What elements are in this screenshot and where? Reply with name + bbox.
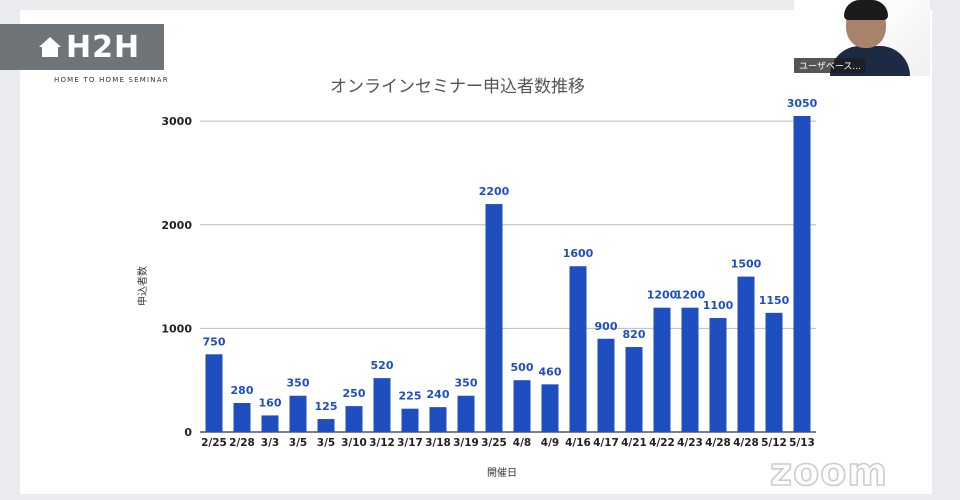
logo-text: H2H [66, 29, 141, 65]
bar-value-label: 460 [539, 365, 562, 378]
bar-12 [513, 380, 531, 432]
bar-17 [653, 307, 671, 432]
participant-hair [844, 0, 888, 20]
bar-value-label: 1500 [731, 258, 762, 271]
bar-value-label: 350 [287, 377, 310, 390]
bar-19 [709, 318, 727, 432]
x-tick-label: 2/28 [229, 437, 255, 449]
x-tick-label: 5/13 [789, 437, 815, 449]
bar-value-label: 2200 [479, 185, 510, 198]
bar-value-label: 520 [371, 359, 394, 372]
x-tick-label: 4/17 [593, 437, 619, 449]
bar-2 [233, 402, 251, 432]
x-tick-label: 3/18 [425, 437, 451, 449]
x-tick-label: 4/16 [565, 437, 591, 449]
x-tick-label: 4/23 [677, 437, 703, 449]
bar-value-label: 250 [343, 387, 366, 400]
bar-5 [317, 419, 335, 432]
x-tick-label: 3/3 [261, 437, 279, 449]
bar-value-label: 125 [315, 400, 338, 413]
x-tick-label: 4/28 [705, 437, 731, 449]
bar-9 [429, 407, 447, 432]
bar-value-label: 1200 [647, 289, 678, 302]
bar-16 [625, 347, 643, 432]
y-tick-label: 2000 [161, 219, 192, 232]
bar-value-label: 240 [427, 388, 450, 401]
x-tick-label: 4/21 [621, 437, 647, 449]
bar-value-label: 900 [595, 320, 618, 333]
x-tick-label: 3/17 [397, 437, 423, 449]
x-tick-label: 3/19 [453, 437, 479, 449]
x-tick-label: 3/5 [317, 437, 335, 449]
bar-18 [681, 307, 699, 432]
bar-3 [261, 415, 279, 432]
y-tick-label: 1000 [161, 322, 192, 335]
participant-name-tag: ユーザベース... [794, 58, 866, 73]
x-tick-label: 4/28 [733, 437, 759, 449]
bar-value-label: 350 [455, 377, 478, 390]
x-tick-label: 2/25 [201, 437, 227, 449]
x-tick-label: 3/5 [289, 437, 307, 449]
bar-value-label: 1600 [563, 247, 594, 260]
bar-value-label: 820 [623, 328, 646, 341]
bar-7 [373, 378, 391, 432]
bar-value-label: 3050 [787, 97, 818, 110]
zoom-watermark: zoom [769, 449, 888, 495]
bar-11 [485, 204, 503, 432]
x-tick-label: 4/8 [513, 437, 531, 449]
bar-22 [793, 116, 811, 432]
x-tick-label: 3/10 [341, 437, 367, 449]
bar-value-label: 1100 [703, 299, 734, 312]
bar-value-label: 225 [399, 390, 422, 403]
bar-value-label: 1150 [759, 294, 790, 307]
bar-13 [541, 384, 559, 432]
y-tick-label: 0 [184, 426, 192, 439]
bar-1 [205, 354, 223, 432]
x-tick-label: 3/12 [369, 437, 395, 449]
bar-20 [737, 276, 755, 432]
logo-subtitle: HOME TO HOME SEMINAR [54, 76, 169, 84]
home-icon [39, 37, 61, 57]
bar-4 [289, 395, 307, 432]
x-axis-label: 開催日 [487, 466, 517, 479]
y-axis-label: 申込者数 [136, 266, 149, 306]
bar-6 [345, 406, 363, 432]
x-tick-label: 5/12 [761, 437, 787, 449]
chart-title: オンラインセミナー申込者数推移 [330, 77, 585, 97]
bar-8 [401, 408, 419, 432]
bar-value-label: 160 [259, 396, 282, 409]
x-tick-label: 3/25 [481, 437, 507, 449]
x-tick-label: 4/22 [649, 437, 675, 449]
bar-14 [569, 266, 587, 432]
h2h-logo: H2H [0, 24, 164, 70]
bar-15 [597, 338, 615, 432]
bar-value-label: 500 [511, 361, 534, 374]
bar-value-label: 750 [203, 335, 226, 348]
bar-21 [765, 312, 783, 432]
participant-video-tile[interactable]: ユーザベース... [794, 0, 930, 76]
bar-value-label: 1200 [675, 289, 706, 302]
bar-value-label: 280 [231, 384, 254, 397]
bar-10 [457, 395, 475, 432]
x-tick-label: 4/9 [541, 437, 559, 449]
y-tick-label: 3000 [161, 115, 192, 128]
